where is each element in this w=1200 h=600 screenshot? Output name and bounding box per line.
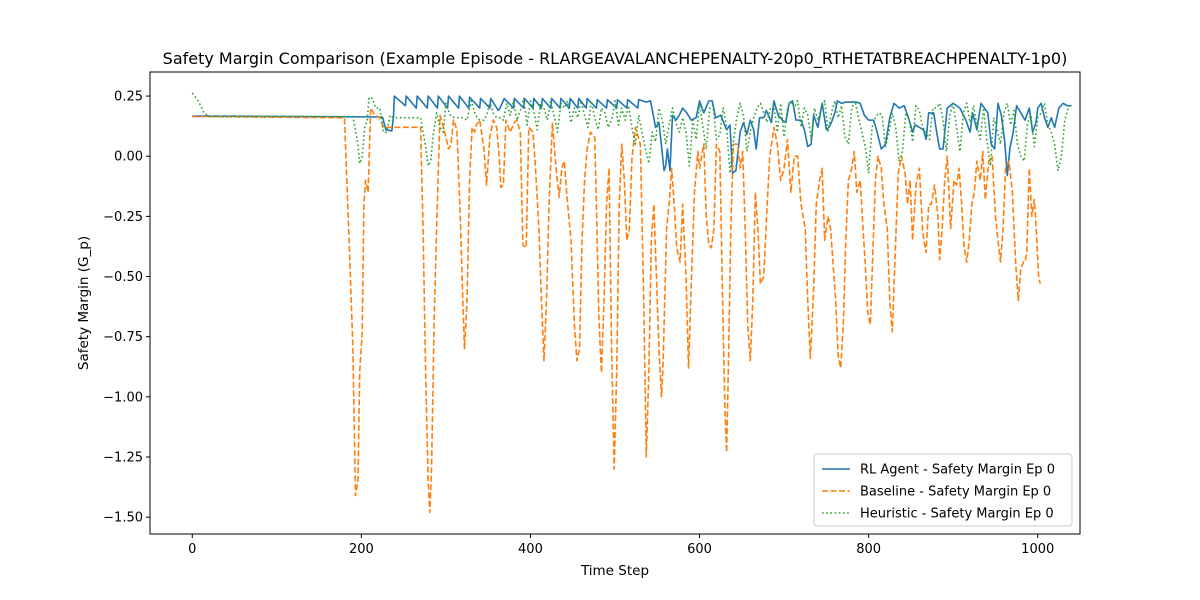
legend-box	[813, 453, 1073, 527]
y-tick-label: −0.50	[103, 270, 143, 285]
y-tick-label: 0.00	[114, 150, 143, 165]
series-layer	[191, 92, 1073, 514]
y-tick-label: −1.50	[103, 511, 143, 526]
legend-label-1: Baseline - Safety Margin Ep 0	[860, 485, 1051, 500]
legend-label-2: Heuristic - Safety Margin Ep 0	[860, 507, 1054, 522]
x-axis-label: Time Step	[580, 563, 649, 579]
plot-frame	[149, 71, 1081, 535]
x-tick-label: 0	[188, 542, 196, 557]
y-axis: 0.25 0.00 −0.25 −0.50 −0.75 −1.00 −1.25 −1.50	[103, 90, 150, 526]
legend: RL Agent - Safety Margin Ep 0 Baseline - …	[813, 453, 1073, 527]
y-tick-label: −0.75	[103, 330, 143, 345]
chart-title: Safety Margin Comparison (Example Episod…	[163, 49, 1068, 69]
x-tick-label: 600	[687, 542, 712, 557]
y-tick-label: 0.25	[114, 90, 143, 105]
series-line-1	[192, 107, 1042, 514]
legend-label-0: RL Agent - Safety Margin Ep 0	[860, 463, 1055, 478]
x-tick-label: 200	[349, 542, 374, 557]
series-line-2	[191, 92, 1073, 174]
y-tick-label: −1.25	[103, 451, 143, 466]
y-tick-label: −0.25	[103, 210, 143, 225]
x-tick-label: 800	[856, 542, 881, 557]
y-tick-label: −1.00	[103, 390, 143, 405]
y-axis-label: Safety Margin (G_p)	[76, 236, 92, 370]
x-tick-label: 1000	[1021, 542, 1054, 557]
x-tick-label: 400	[518, 542, 543, 557]
x-axis: 0 200 400 600 800 1000	[188, 534, 1054, 557]
series-line-0	[192, 95, 1072, 177]
